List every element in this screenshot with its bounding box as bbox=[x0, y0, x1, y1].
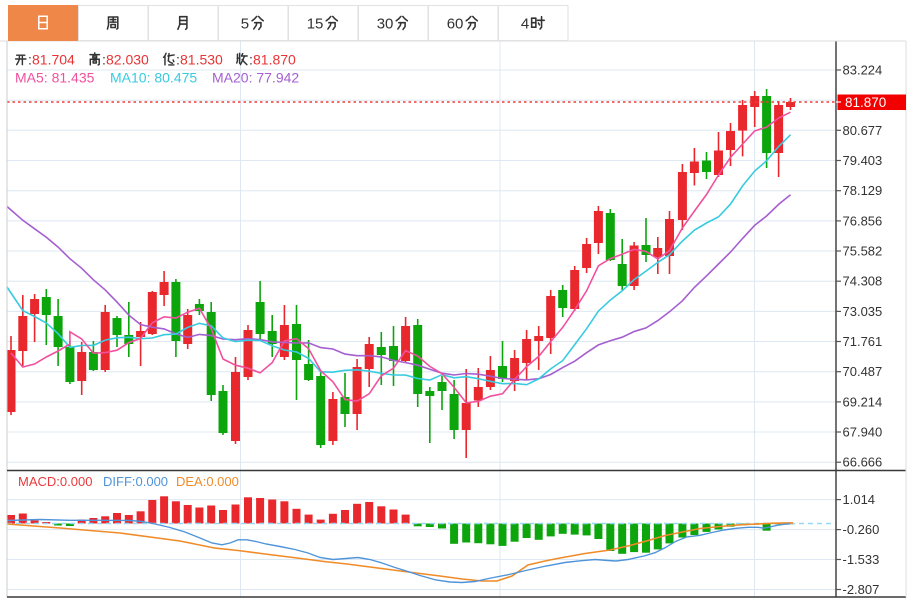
svg-text:74.308: 74.308 bbox=[843, 274, 883, 289]
svg-text:78.129: 78.129 bbox=[843, 183, 883, 198]
svg-text:75.582: 75.582 bbox=[843, 244, 883, 259]
svg-text:81.704: 81.704 bbox=[32, 52, 75, 68]
svg-text:82.030: 82.030 bbox=[106, 52, 149, 68]
svg-text:MA10: 80.475: MA10: 80.475 bbox=[110, 70, 197, 86]
svg-text:MA20: 77.942: MA20: 77.942 bbox=[212, 70, 299, 86]
svg-text:70.487: 70.487 bbox=[843, 364, 883, 379]
svg-text:MACD:0.000: MACD:0.000 bbox=[18, 474, 92, 489]
svg-text:71.761: 71.761 bbox=[843, 334, 883, 349]
svg-text:81.530: 81.530 bbox=[180, 52, 223, 68]
svg-text:79.403: 79.403 bbox=[843, 153, 883, 168]
svg-text::: : bbox=[28, 52, 32, 68]
svg-text:1.014: 1.014 bbox=[843, 492, 876, 507]
svg-text:-1.533: -1.533 bbox=[843, 552, 880, 567]
svg-text:-0.260: -0.260 bbox=[843, 522, 880, 537]
svg-text::: : bbox=[176, 52, 180, 68]
svg-text::: : bbox=[249, 52, 253, 68]
svg-text:81.870: 81.870 bbox=[253, 52, 296, 68]
svg-text:4: 4 bbox=[521, 16, 529, 33]
svg-text:60: 60 bbox=[447, 16, 464, 33]
svg-text:81.870: 81.870 bbox=[845, 95, 886, 110]
svg-text:83.224: 83.224 bbox=[843, 63, 883, 78]
svg-text:DIFF:0.000: DIFF:0.000 bbox=[103, 474, 168, 489]
svg-text:DEA:0.000: DEA:0.000 bbox=[176, 474, 239, 489]
svg-text:66.666: 66.666 bbox=[843, 455, 883, 470]
svg-text:5: 5 bbox=[241, 16, 249, 33]
svg-text:15: 15 bbox=[307, 16, 324, 33]
svg-text:76.856: 76.856 bbox=[843, 213, 883, 228]
svg-text:73.035: 73.035 bbox=[843, 304, 883, 319]
svg-text:30: 30 bbox=[377, 16, 394, 33]
svg-text:-2.807: -2.807 bbox=[843, 582, 880, 597]
svg-text:MA5: 81.435: MA5: 81.435 bbox=[15, 70, 95, 86]
svg-text:67.940: 67.940 bbox=[843, 425, 883, 440]
svg-text:69.214: 69.214 bbox=[843, 394, 883, 409]
svg-text::: : bbox=[102, 52, 106, 68]
svg-text:80.677: 80.677 bbox=[843, 123, 883, 138]
